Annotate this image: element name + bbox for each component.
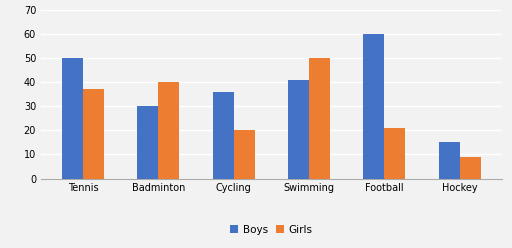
Legend: Boys, Girls: Boys, Girls <box>226 221 317 239</box>
Bar <box>62 58 83 179</box>
Bar <box>158 82 179 179</box>
Bar <box>212 92 233 179</box>
Bar <box>137 106 158 179</box>
Bar <box>309 58 330 179</box>
Bar <box>364 34 385 179</box>
Bar <box>439 142 460 179</box>
Bar <box>288 80 309 179</box>
Bar <box>460 157 481 179</box>
Bar <box>233 130 255 179</box>
Bar <box>83 90 104 179</box>
Bar <box>385 128 406 179</box>
